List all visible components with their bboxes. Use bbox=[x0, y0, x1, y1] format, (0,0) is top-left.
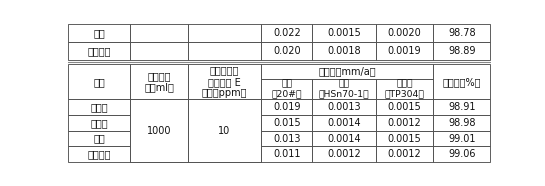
Text: 河水: 河水 bbox=[93, 28, 105, 38]
Text: 0.022: 0.022 bbox=[273, 28, 301, 38]
Text: 腐蚀率（mm/a）: 腐蚀率（mm/a） bbox=[318, 67, 376, 76]
Text: 城市中水: 城市中水 bbox=[88, 149, 111, 159]
Bar bbox=[312, 131, 376, 147]
Bar bbox=[261, 115, 312, 131]
Bar bbox=[130, 64, 188, 99]
Bar bbox=[188, 24, 261, 42]
Bar bbox=[188, 42, 261, 60]
Bar bbox=[130, 147, 188, 162]
Bar bbox=[312, 42, 376, 60]
Bar bbox=[376, 115, 433, 131]
Text: 城市中水: 城市中水 bbox=[88, 46, 111, 56]
Bar bbox=[261, 79, 312, 99]
Bar bbox=[130, 99, 188, 162]
Bar bbox=[433, 115, 490, 131]
Bar bbox=[130, 115, 188, 131]
Bar bbox=[376, 79, 433, 99]
Bar bbox=[261, 64, 433, 79]
Text: 地表水: 地表水 bbox=[90, 118, 108, 128]
Bar bbox=[261, 99, 312, 115]
Text: 0.013: 0.013 bbox=[273, 134, 301, 144]
Bar bbox=[433, 147, 490, 162]
Bar bbox=[188, 99, 261, 115]
Bar bbox=[376, 42, 433, 60]
Bar bbox=[68, 147, 130, 162]
Text: 0.020: 0.020 bbox=[273, 46, 301, 56]
Bar bbox=[433, 131, 490, 147]
Text: 碳钙
（20#）: 碳钙 （20#） bbox=[271, 79, 302, 99]
Text: 阻垄率（%）: 阻垄率（%） bbox=[443, 77, 481, 87]
Text: 地下水: 地下水 bbox=[90, 102, 108, 112]
Text: 98.91: 98.91 bbox=[448, 102, 476, 112]
Text: 1000: 1000 bbox=[147, 126, 171, 136]
Text: 0.0015: 0.0015 bbox=[387, 102, 421, 112]
Bar bbox=[261, 42, 312, 60]
Bar bbox=[312, 147, 376, 162]
Bar bbox=[68, 115, 130, 131]
Bar bbox=[188, 99, 261, 162]
Bar bbox=[130, 42, 188, 60]
Text: 0.0014: 0.0014 bbox=[328, 118, 361, 128]
Text: 99.01: 99.01 bbox=[448, 134, 476, 144]
Bar bbox=[68, 42, 130, 60]
Bar bbox=[188, 131, 261, 147]
Bar bbox=[188, 64, 261, 99]
Bar bbox=[130, 99, 188, 115]
Bar bbox=[312, 115, 376, 131]
Bar bbox=[68, 24, 130, 42]
Text: 98.98: 98.98 bbox=[448, 118, 476, 128]
Text: 0.0012: 0.0012 bbox=[387, 149, 421, 159]
Text: 黄钐
（HSn70-1）: 黄钐 （HSn70-1） bbox=[319, 79, 370, 99]
Text: 98.89: 98.89 bbox=[448, 46, 476, 56]
Text: 加入无磷缓
蚀阻垄剤 E
剤量（ppm）: 加入无磷缓 蚀阻垄剤 E 剤量（ppm） bbox=[202, 65, 247, 98]
Text: 99.06: 99.06 bbox=[448, 149, 476, 159]
Bar bbox=[261, 147, 312, 162]
Text: 98.78: 98.78 bbox=[448, 28, 476, 38]
Text: 实验用水
量（ml）: 实验用水 量（ml） bbox=[144, 71, 174, 92]
Text: 0.0013: 0.0013 bbox=[328, 102, 361, 112]
Bar bbox=[376, 99, 433, 115]
Bar bbox=[433, 42, 490, 60]
Bar bbox=[376, 147, 433, 162]
Bar bbox=[68, 131, 130, 147]
Bar bbox=[433, 24, 490, 42]
Text: 0.011: 0.011 bbox=[273, 149, 301, 159]
Bar bbox=[376, 24, 433, 42]
Bar bbox=[261, 131, 312, 147]
Text: 编号: 编号 bbox=[93, 77, 105, 87]
Bar bbox=[68, 64, 130, 99]
Text: 0.0020: 0.0020 bbox=[387, 28, 421, 38]
Text: 0.0012: 0.0012 bbox=[387, 118, 421, 128]
Bar bbox=[188, 115, 261, 131]
Bar bbox=[433, 99, 490, 115]
Text: 河水: 河水 bbox=[93, 134, 105, 144]
Bar bbox=[376, 131, 433, 147]
Bar bbox=[261, 24, 312, 42]
Bar bbox=[433, 64, 490, 99]
Text: 0.0015: 0.0015 bbox=[387, 134, 421, 144]
Bar bbox=[312, 24, 376, 42]
Text: 0.0018: 0.0018 bbox=[328, 46, 361, 56]
Text: 0.0014: 0.0014 bbox=[328, 134, 361, 144]
Bar bbox=[312, 79, 376, 99]
Text: 0.0015: 0.0015 bbox=[327, 28, 361, 38]
Bar bbox=[130, 131, 188, 147]
Text: 0.019: 0.019 bbox=[273, 102, 301, 112]
Bar bbox=[68, 99, 130, 115]
Bar bbox=[130, 24, 188, 42]
Bar bbox=[188, 147, 261, 162]
Text: 0.0019: 0.0019 bbox=[387, 46, 421, 56]
Bar bbox=[312, 99, 376, 115]
Text: 0.0012: 0.0012 bbox=[327, 149, 361, 159]
Text: 0.015: 0.015 bbox=[273, 118, 301, 128]
Text: 不锈钙
（TP304）: 不锈钙 （TP304） bbox=[385, 79, 425, 99]
Text: 10: 10 bbox=[219, 126, 231, 136]
